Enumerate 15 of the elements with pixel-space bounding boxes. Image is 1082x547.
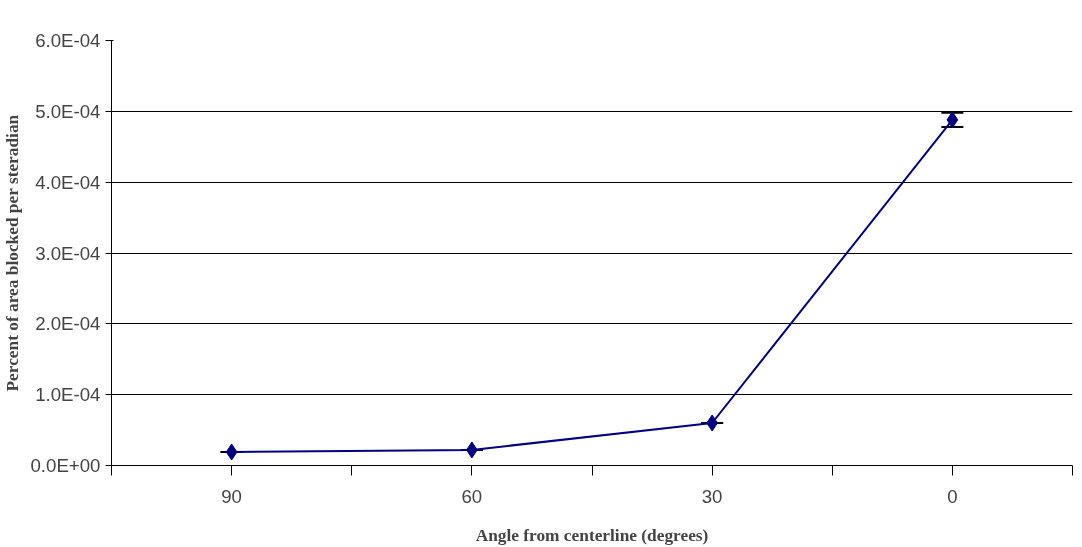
y-tick-label: 6.0E-04 xyxy=(35,30,101,51)
y-tick-label: 5.0E-04 xyxy=(35,100,101,122)
point xyxy=(946,111,959,129)
x-tick-label: 60 xyxy=(461,485,483,507)
y-tick-label: 4.0E-04 xyxy=(35,171,101,193)
x-tick-label: 0 xyxy=(947,485,958,507)
y-tick-label: 2.0E-04 xyxy=(35,313,101,335)
x-axis-title: Angle from centerline (degrees) xyxy=(475,525,709,545)
y-axis-title: Percent of area blocked per steradian xyxy=(3,114,23,392)
x-tick-label: 90 xyxy=(221,485,243,507)
y-tick-label: 1.0E-04 xyxy=(35,384,101,406)
y-tick-label: 3.0E-04 xyxy=(35,242,101,264)
y-tick-label: 0.0E+00 xyxy=(30,455,101,476)
x-tick-label: 30 xyxy=(701,485,723,507)
point xyxy=(225,443,238,461)
